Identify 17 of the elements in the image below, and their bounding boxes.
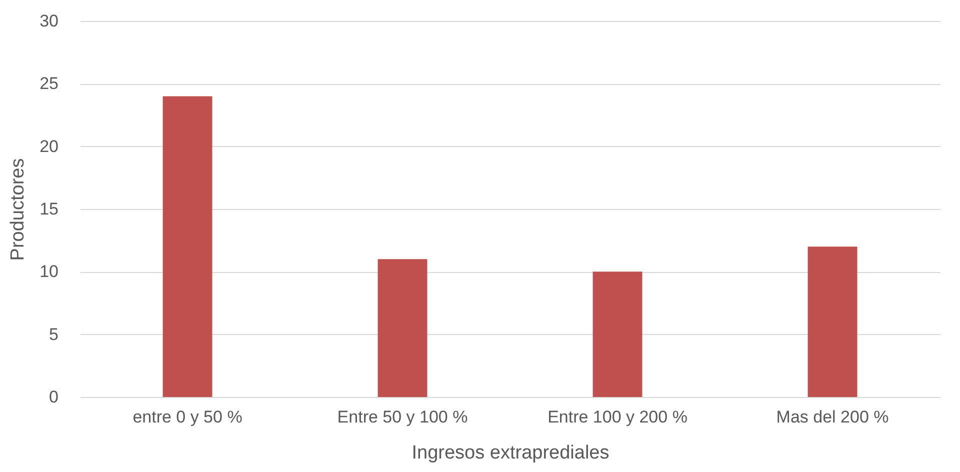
bar	[592, 272, 642, 397]
bar	[808, 246, 858, 397]
x-tick-label: entre 0 y 50 %	[132, 408, 242, 426]
y-tick-label: 20	[40, 136, 58, 156]
y-tick-label: 5	[49, 324, 58, 344]
x-tick-label: Entre 100 y 200 %	[548, 408, 688, 426]
x-axis-title: Ingresos extraprediales	[412, 442, 610, 464]
bar	[162, 96, 212, 397]
y-tick-label: 10	[40, 262, 58, 282]
x-tick-label: Mas del 200 %	[776, 408, 889, 426]
y-tick-label: 30	[40, 12, 58, 30]
y-tick-label: 25	[40, 74, 58, 94]
x-tick-label: Entre 50 y 100 %	[337, 408, 468, 426]
y-axis-title: Productores	[8, 158, 29, 261]
y-tick-label: 15	[40, 200, 58, 218]
bar	[378, 259, 428, 397]
y-tick-label: 0	[49, 388, 58, 406]
